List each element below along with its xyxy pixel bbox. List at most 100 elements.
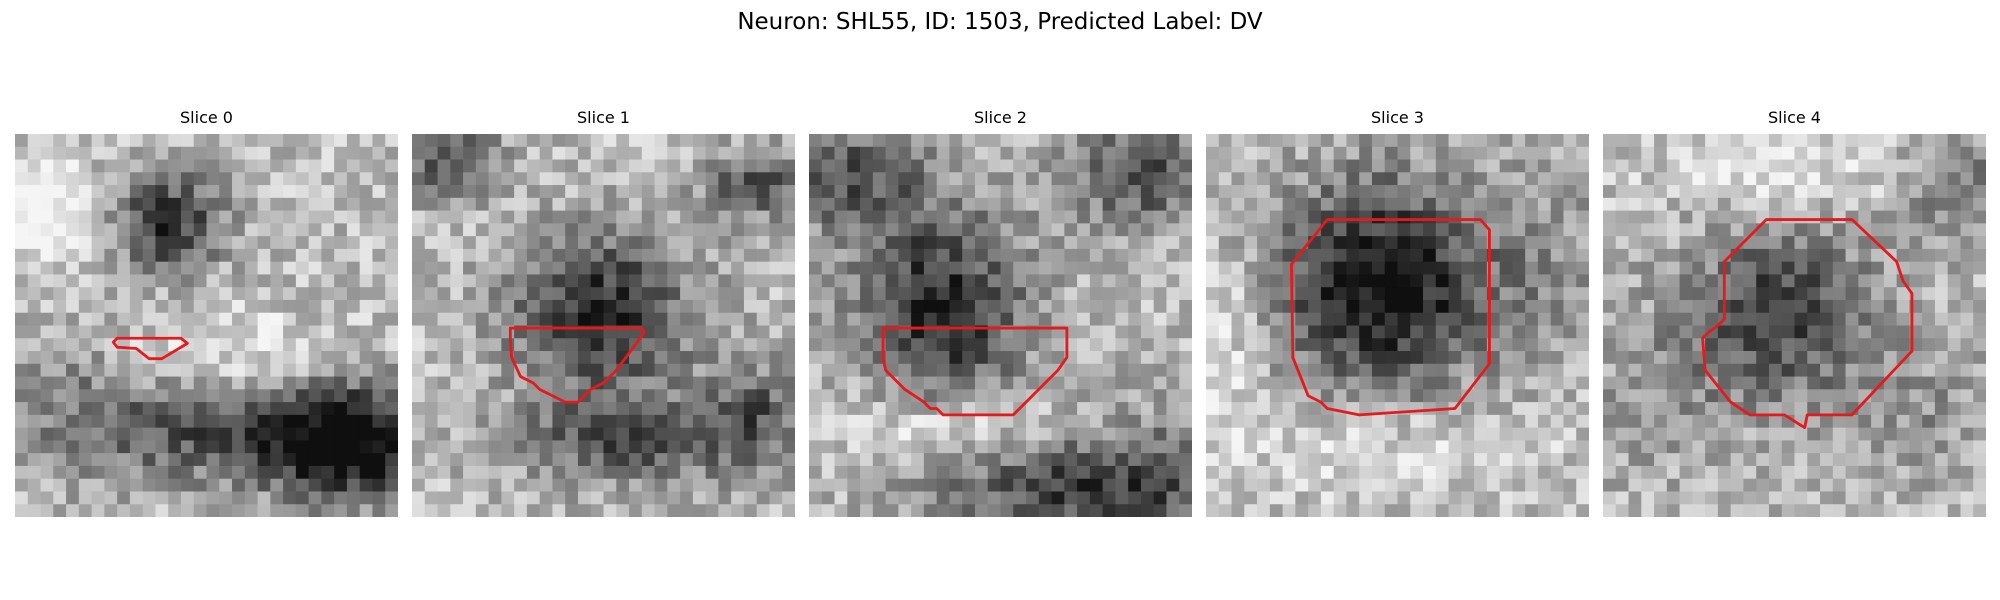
pixel <box>1461 453 1475 467</box>
pixel <box>488 185 502 199</box>
pixel <box>1206 363 1220 377</box>
pixel <box>603 427 617 441</box>
pixel <box>1781 440 1795 454</box>
pixel <box>782 172 795 186</box>
pixel <box>27 338 41 352</box>
pixel <box>1448 338 1462 352</box>
pixel <box>743 312 758 326</box>
pixel <box>346 134 361 148</box>
pixel <box>1410 299 1424 314</box>
pixel <box>1089 427 1104 441</box>
pixel <box>1218 274 1232 288</box>
pixel <box>1499 351 1513 365</box>
pixel <box>1768 427 1783 441</box>
pixel <box>1960 504 1974 517</box>
pixel <box>539 274 553 288</box>
pixel <box>1257 223 1271 237</box>
pixel <box>1257 210 1271 224</box>
pixel <box>898 134 912 148</box>
pixel <box>385 504 398 517</box>
pixel <box>1448 248 1462 263</box>
pixel <box>743 159 758 173</box>
pixel <box>692 312 707 326</box>
pixel <box>782 453 795 467</box>
pixel <box>1231 414 1245 429</box>
pixel <box>424 312 438 326</box>
pixel <box>117 134 131 148</box>
pixel <box>1244 478 1258 492</box>
pixel <box>1218 453 1232 467</box>
pixel <box>1102 134 1116 148</box>
pixel <box>270 248 284 263</box>
pixel <box>1705 159 1719 173</box>
pixel <box>1218 236 1232 250</box>
pixel <box>1231 363 1245 377</box>
pixel <box>641 287 655 301</box>
pixel <box>1973 261 1986 275</box>
pixel <box>346 261 361 275</box>
pixel <box>860 248 874 263</box>
pixel <box>1768 197 1783 211</box>
pixel <box>1512 261 1526 275</box>
pixel <box>117 261 131 275</box>
pixel <box>962 287 976 301</box>
pixel <box>962 504 976 517</box>
pixel <box>257 287 271 301</box>
pixel <box>1781 197 1795 211</box>
pixel <box>40 185 54 199</box>
pixel <box>295 274 310 288</box>
pixel <box>1550 465 1564 480</box>
pixel <box>232 274 246 288</box>
pixel <box>91 159 105 173</box>
pixel <box>1410 223 1424 237</box>
pixel <box>1896 146 1910 160</box>
pixel <box>1102 312 1116 326</box>
pixel <box>1871 134 1885 148</box>
pixel <box>718 478 732 492</box>
pixel <box>1705 274 1719 288</box>
pixel <box>872 465 886 480</box>
pixel <box>1603 338 1617 352</box>
pixel <box>1140 159 1155 173</box>
pixel <box>1448 312 1462 326</box>
pixel <box>1858 146 1872 160</box>
pixel <box>1089 248 1104 263</box>
pixel <box>270 338 284 352</box>
pixel <box>1960 389 1974 403</box>
pixel <box>321 299 335 314</box>
pixel <box>257 427 271 441</box>
pixel <box>1346 338 1360 352</box>
pixel <box>1077 159 1091 173</box>
pixel <box>1768 351 1783 365</box>
pixel <box>1397 134 1411 148</box>
pixel <box>1423 287 1437 301</box>
pixel <box>1359 146 1373 160</box>
pixel <box>412 274 426 288</box>
pixel <box>987 363 1001 377</box>
pixel <box>1807 478 1821 492</box>
pixel <box>718 389 732 403</box>
pixel <box>78 299 92 314</box>
pixel <box>1231 210 1245 224</box>
pixel <box>1947 389 1961 403</box>
pixel <box>1102 172 1116 186</box>
pixel <box>1537 299 1552 314</box>
pixel <box>898 299 912 314</box>
pixel <box>1679 299 1693 314</box>
pixel <box>1153 312 1167 326</box>
pixel <box>1231 287 1245 301</box>
pixel <box>1871 402 1885 416</box>
pixel <box>1026 363 1040 377</box>
pixel <box>1537 159 1552 173</box>
pixel <box>809 351 823 365</box>
pixel <box>193 274 207 288</box>
pixel <box>1845 376 1859 390</box>
pixel <box>40 134 54 148</box>
pixel <box>1781 338 1795 352</box>
pixel <box>923 440 938 454</box>
pixel <box>1308 376 1322 390</box>
pixel <box>1257 414 1271 429</box>
pixel <box>321 504 335 517</box>
pixel <box>885 172 899 186</box>
pixel <box>270 389 284 403</box>
